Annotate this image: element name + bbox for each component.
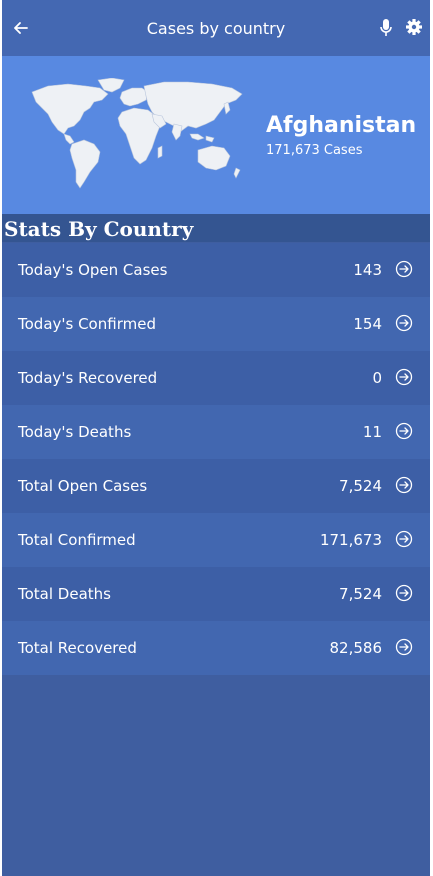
country-hero-card: Afghanistan 171,673 Cases (2, 56, 430, 214)
country-name: Afghanistan (266, 113, 417, 138)
stat-label: Total Confirmed (18, 531, 136, 549)
stat-value: 154 (353, 315, 382, 333)
arrow-circle-right-icon (395, 314, 413, 332)
stat-row-total-deaths[interactable]: Total Deaths 7,524 (2, 567, 430, 621)
stats-list: Today's Open Cases 143 Today's Confirmed… (2, 243, 430, 675)
stat-row-total-open-cases[interactable]: Total Open Cases 7,524 (2, 459, 430, 513)
stat-value: 7,524 (339, 477, 382, 495)
arrow-circle-right-icon (395, 584, 413, 602)
stat-row-total-confirmed[interactable]: Total Confirmed 171,673 (2, 513, 430, 567)
stat-value: 7,524 (339, 585, 382, 603)
arrow-circle-right-icon (395, 260, 413, 278)
stat-row-todays-recovered[interactable]: Today's Recovered 0 (2, 351, 430, 405)
stat-label: Total Open Cases (18, 477, 148, 495)
stat-label: Total Deaths (18, 585, 111, 603)
world-map-icon (31, 78, 243, 189)
stat-label: Total Recovered (18, 639, 137, 657)
stat-label: Today's Confirmed (18, 315, 156, 333)
stat-row-total-recovered[interactable]: Total Recovered 82,586 (2, 621, 430, 675)
arrow-circle-right-icon (395, 530, 413, 548)
microphone-icon (380, 19, 392, 36)
stat-row-todays-deaths[interactable]: Today's Deaths 11 (2, 405, 430, 459)
settings-button[interactable] (404, 17, 424, 37)
stat-value: 82,586 (329, 639, 383, 657)
stat-value: 11 (362, 423, 382, 441)
arrow-circle-right-icon (395, 368, 413, 386)
arrow-circle-right-icon (395, 476, 413, 494)
stat-value: 143 (353, 261, 382, 279)
page-title: Cases by country (146, 19, 286, 38)
stat-value: 0 (372, 369, 382, 387)
back-button[interactable] (10, 16, 32, 40)
stat-value: 171,673 (319, 531, 382, 549)
section-title: Stats By Country (2, 214, 430, 242)
stat-label: Today's Recovered (18, 369, 158, 387)
gear-icon (406, 19, 422, 35)
country-case-count: 171,673 Cases (266, 143, 363, 158)
arrow-left-icon (14, 22, 28, 34)
stat-label: Today's Deaths (18, 423, 132, 441)
voice-search-button[interactable] (378, 18, 394, 38)
stat-row-todays-open-cases[interactable]: Today's Open Cases 143 (2, 243, 430, 297)
top-app-bar: Cases by country (2, 0, 430, 57)
stat-row-todays-confirmed[interactable]: Today's Confirmed 154 (2, 297, 430, 351)
arrow-circle-right-icon (395, 638, 413, 656)
arrow-circle-right-icon (395, 422, 413, 440)
stat-label: Today's Open Cases (18, 261, 168, 279)
